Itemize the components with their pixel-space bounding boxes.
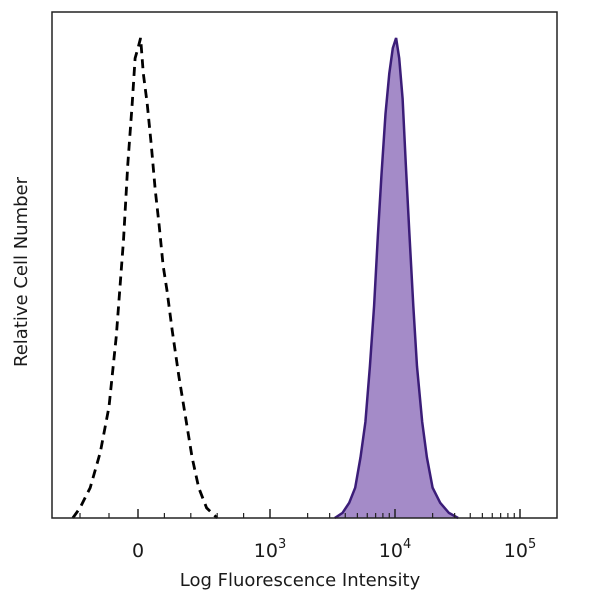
series-line-0 — [71, 37, 219, 520]
series-fill-1 — [334, 38, 459, 518]
x-tick-label-0: 0 — [132, 540, 144, 562]
series-layer — [71, 37, 459, 520]
series-line-1 — [334, 37, 459, 520]
x-tick-label-1: 103 — [254, 537, 286, 562]
x-tick-label-2: 104 — [379, 537, 411, 562]
x-axis-ticks: 0 103 104 105 — [79, 509, 536, 562]
x-axis-title: Log Fluorescence Intensity — [180, 570, 421, 591]
plot-frame — [51, 11, 558, 519]
y-axis-title: Relative Cell Number — [11, 176, 32, 367]
x-tick-label-3: 105 — [504, 537, 536, 562]
